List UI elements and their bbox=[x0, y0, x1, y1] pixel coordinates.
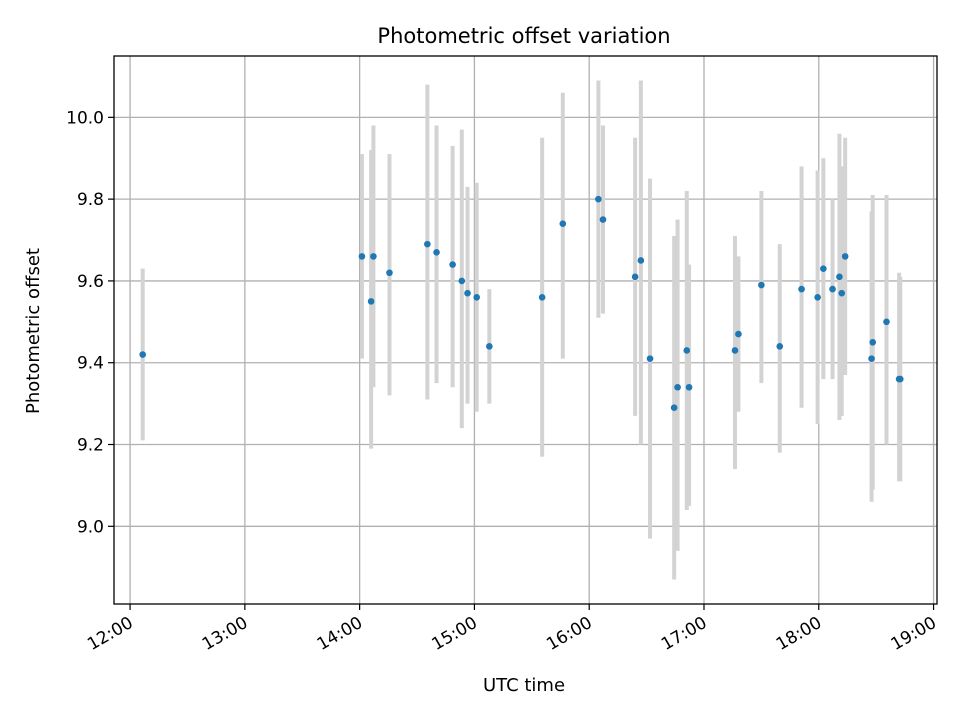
data-point bbox=[433, 248, 440, 256]
data-point bbox=[424, 240, 431, 248]
x-axis-label: UTC time bbox=[483, 675, 565, 696]
data-point bbox=[883, 318, 890, 326]
data-point bbox=[358, 253, 366, 260]
data-point bbox=[829, 285, 836, 293]
data-point bbox=[814, 293, 821, 301]
data-point bbox=[685, 383, 693, 391]
data-point bbox=[599, 216, 607, 223]
chart-title: Photometric offset variation bbox=[377, 24, 670, 48]
y-axis-ticks: 9.0 9.2 9.4 9.6 9.8 10.0 bbox=[66, 108, 114, 537]
data-point bbox=[538, 293, 546, 301]
data-point bbox=[458, 277, 466, 285]
data-point bbox=[637, 257, 645, 264]
data-point bbox=[841, 253, 849, 260]
data-point bbox=[820, 265, 827, 272]
data-point bbox=[139, 351, 146, 358]
data-point bbox=[449, 261, 456, 268]
data-point bbox=[464, 289, 471, 297]
data-point bbox=[758, 281, 765, 289]
data-point bbox=[836, 273, 843, 281]
data-point bbox=[670, 404, 678, 412]
y-tick-label: 9.2 bbox=[77, 436, 104, 456]
data-point bbox=[838, 289, 846, 297]
data-point bbox=[386, 269, 393, 277]
data-point bbox=[631, 273, 639, 281]
data-point bbox=[683, 347, 691, 354]
plot-frame bbox=[113, 55, 938, 605]
data-point bbox=[896, 375, 904, 383]
y-axis-label: Photometric offset bbox=[23, 248, 44, 414]
data-point bbox=[367, 298, 375, 305]
data-point bbox=[731, 347, 739, 354]
data-point bbox=[735, 330, 742, 338]
data-point bbox=[370, 253, 377, 260]
y-tick-label: 9.6 bbox=[77, 272, 104, 292]
data-point bbox=[486, 343, 493, 350]
data-point bbox=[798, 285, 805, 293]
y-tick-label: 10.0 bbox=[66, 108, 104, 128]
data-point bbox=[595, 195, 602, 203]
y-tick-label: 9.8 bbox=[77, 190, 104, 210]
data-point bbox=[674, 383, 681, 391]
data-point bbox=[869, 338, 877, 346]
data-points bbox=[139, 195, 904, 412]
y-tick-label: 9.4 bbox=[77, 354, 104, 374]
data-point bbox=[776, 343, 784, 350]
y-tick-label: 9.0 bbox=[77, 517, 104, 537]
data-point bbox=[473, 293, 481, 301]
data-point bbox=[559, 220, 567, 227]
data-point bbox=[646, 355, 654, 362]
data-point bbox=[868, 355, 875, 362]
